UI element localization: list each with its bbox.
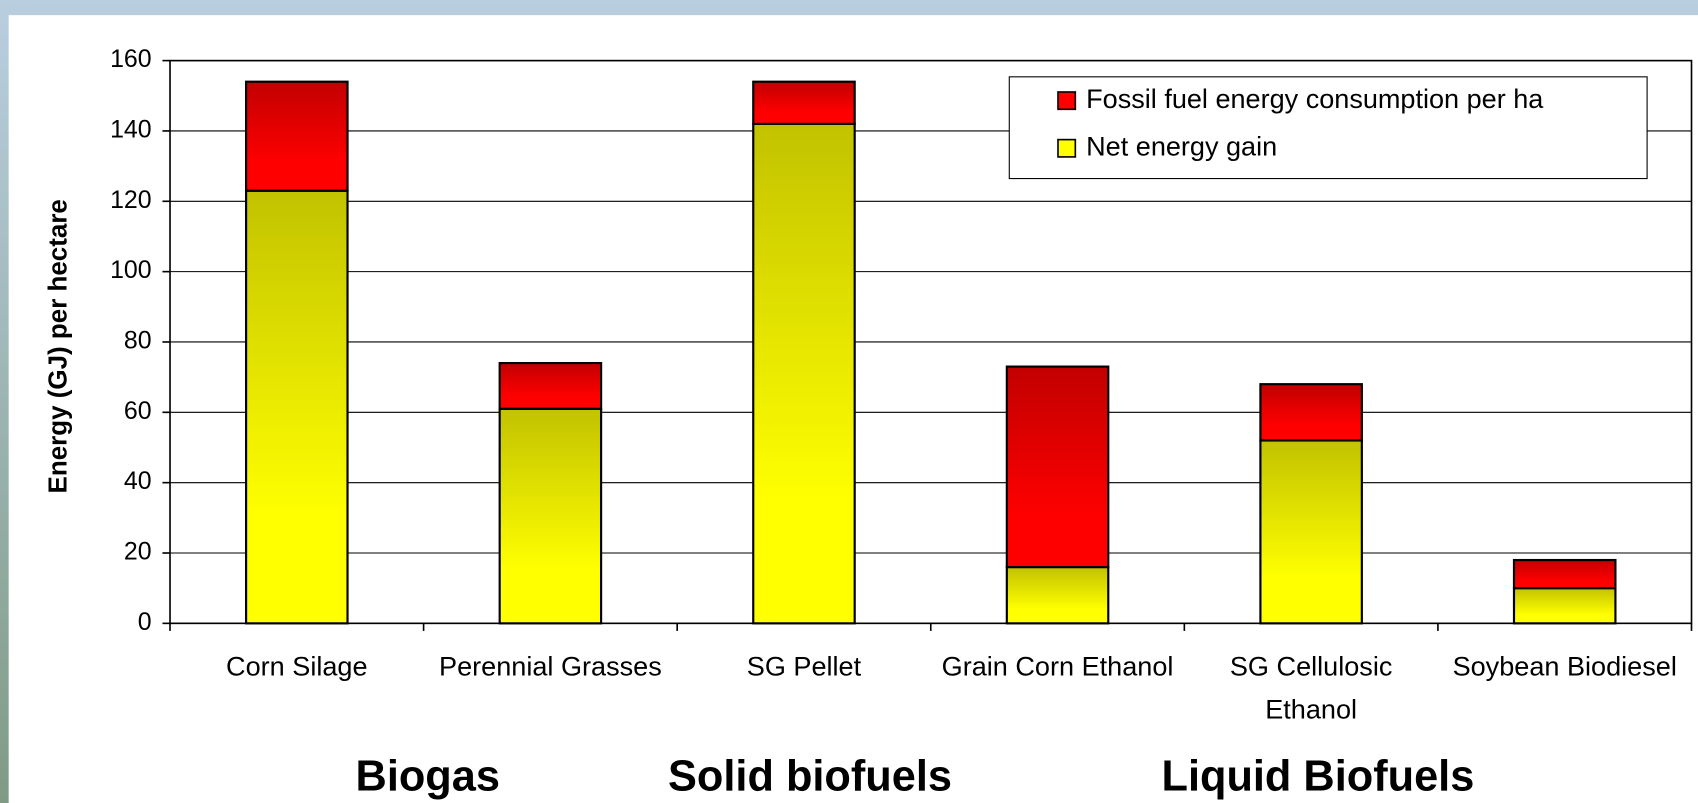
legend-label: Net energy gain [1086, 131, 1277, 161]
bar-segment [752, 122, 856, 625]
y-tick-label: 100 [110, 256, 152, 284]
legend-swatch [1057, 138, 1077, 158]
bar-segment [245, 189, 349, 625]
bar-segment [1005, 365, 1110, 569]
y-tick-label: 140 [110, 116, 152, 144]
y-tick-label: 160 [110, 45, 152, 73]
x-tick-label: SG Cellulosic Ethanol [1229, 651, 1393, 726]
y-tick-label: 20 [124, 538, 152, 566]
y-axis-label: Energy (GJ) per hectare [42, 199, 72, 493]
bar-segment [245, 80, 349, 192]
group-label: Liquid Biofuels [1162, 753, 1475, 801]
bar-segment [752, 80, 856, 125]
bar-segment [1259, 439, 1363, 625]
y-tick-label: 80 [124, 327, 152, 355]
x-tick-label: Corn Silage [226, 651, 368, 682]
bar-segment [1512, 587, 1617, 625]
x-tick-label: SG Pellet [746, 651, 862, 682]
bar-segment [1259, 383, 1363, 442]
bar-segment [1005, 565, 1110, 625]
bar-segment [498, 361, 603, 410]
legend-label: Fossil fuel energy consumption per ha [1086, 84, 1544, 114]
x-tick-label: Soybean Biodiesel [1452, 651, 1677, 682]
legend-box [1008, 76, 1648, 180]
bar-segment [498, 407, 603, 625]
group-label: Biogas [356, 753, 500, 801]
bar-segment [1512, 558, 1617, 590]
x-tick-label: Perennial Grasses [439, 651, 662, 682]
y-tick-label: 120 [110, 186, 152, 214]
y-tick-label: 0 [138, 608, 152, 636]
group-label: Solid biofuels [668, 753, 952, 801]
x-tick-label: Grain Corn Ethanol [941, 651, 1174, 682]
y-tick-label: 60 [124, 397, 152, 425]
legend-swatch [1057, 91, 1077, 111]
y-tick-label: 40 [124, 467, 152, 495]
